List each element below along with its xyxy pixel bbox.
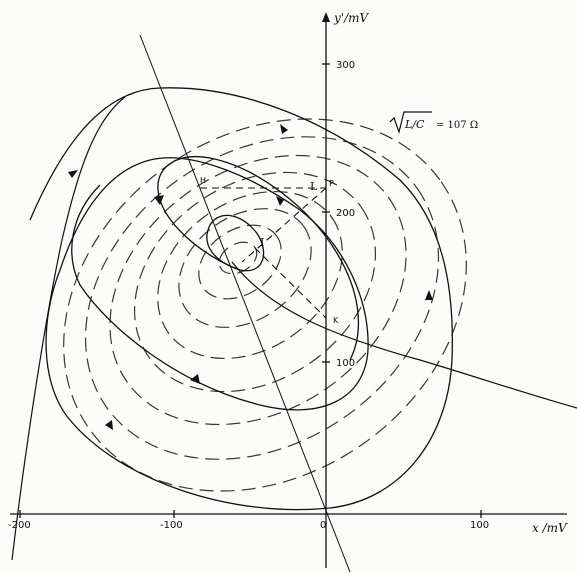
formula-radicand: L/C	[404, 118, 425, 131]
left-branch	[12, 97, 125, 560]
point-i: I	[260, 236, 264, 249]
point-k: K	[333, 316, 339, 325]
outer-trajectory	[30, 88, 452, 510]
y-axis-label: y'/mV	[333, 11, 370, 25]
inner-trajectory	[207, 215, 264, 270]
trajectories	[30, 88, 452, 510]
point-p: P	[329, 179, 334, 188]
x-tick-minus-200: -200	[8, 520, 31, 531]
point-l: L	[310, 180, 318, 193]
formula-value: = 107 Ω	[436, 120, 478, 131]
point-h: H	[200, 176, 206, 185]
axes	[10, 12, 567, 568]
flow-arrows	[68, 124, 433, 430]
middle-trajectory	[72, 158, 368, 410]
x-tick-0: 0	[320, 520, 326, 531]
diagonal-line	[140, 35, 350, 572]
y-axis-arrow	[322, 12, 330, 22]
y-tick-300: 300	[336, 60, 355, 71]
y-tick-100: 100	[336, 358, 355, 369]
x-axis-label: x /mV	[532, 521, 568, 535]
x-tick-100: 100	[470, 520, 489, 531]
impedance-formula: L/C = 107 Ω	[390, 112, 478, 132]
y-tick-200: 200	[336, 208, 355, 219]
characteristic-curve	[232, 262, 577, 408]
x-tick-minus-100: -100	[160, 520, 183, 531]
